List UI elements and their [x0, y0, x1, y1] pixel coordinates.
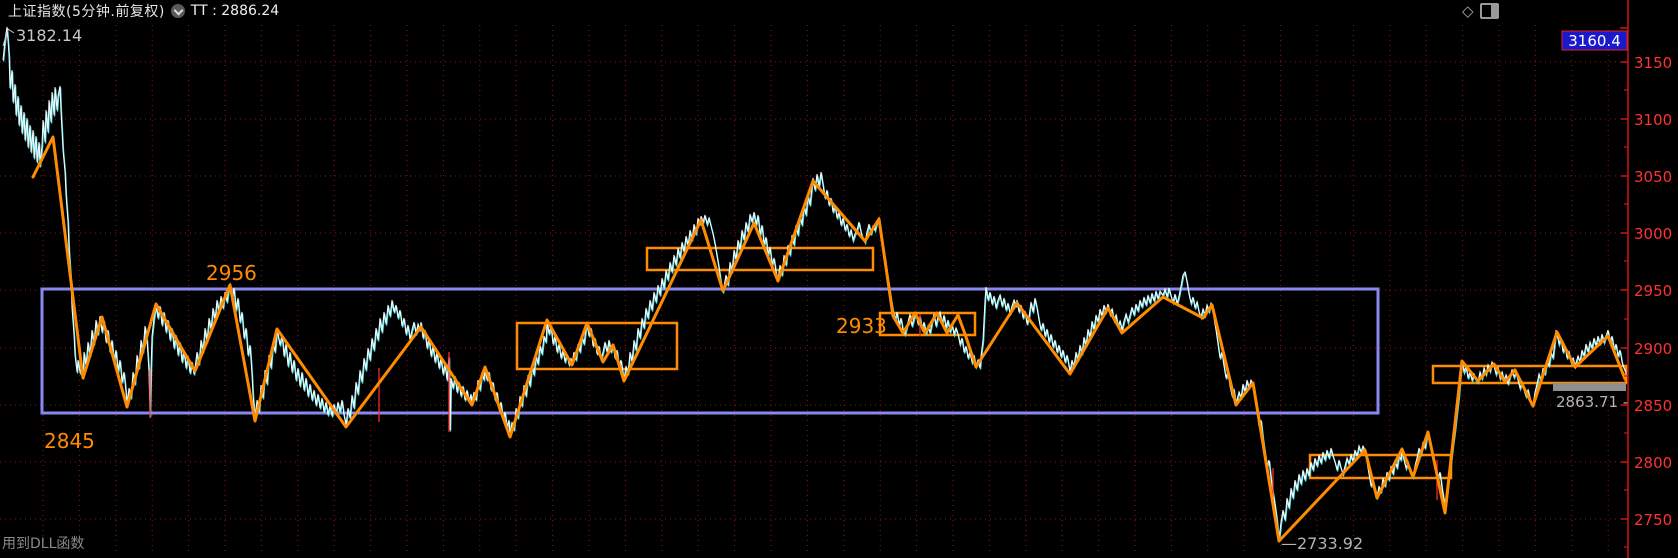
axis-price-tag-value: 3160.4 — [1568, 32, 1621, 50]
price-annotation: 2933 — [836, 314, 887, 338]
overlay-boxes — [40, 246, 1628, 480]
orange-consolidation-box — [1431, 364, 1628, 385]
orange-consolidation-box — [515, 321, 679, 371]
price-annotation: 2956 — [206, 261, 257, 285]
annotations-layer: 3182.14 2956 2845 2933 —2733.92 2863.71 - — [2, 26, 1628, 553]
price-annotation: —2733.92 — [1281, 534, 1363, 553]
y-axis-label: 3150 — [1634, 54, 1672, 72]
price-annotation: 2845 — [44, 429, 95, 453]
y-axis-label: 2800 — [1634, 454, 1672, 472]
axis-price-tag — [1561, 30, 1628, 51]
chart-header-bar: 上证指数(5分钟.前复权) TT : 2886.24 ◇ — [0, 0, 1678, 22]
y-axis-label: 2950 — [1634, 282, 1672, 300]
panel-toggle-icon[interactable] — [1479, 3, 1499, 19]
price-annotation: 3182.14 — [16, 26, 82, 45]
gray-highlight-bar — [1553, 383, 1626, 391]
indicator-value: TT : 2886.24 — [190, 3, 280, 19]
chart-title: 上证指数(5分钟.前复权) — [8, 4, 165, 20]
status-bar-text: 用到DLL函数 — [2, 536, 85, 552]
orange-consolidation-box — [645, 246, 875, 272]
zigzag-overlay — [31, 135, 1627, 543]
y-axis-label: 2850 — [1634, 397, 1672, 415]
y-axis-label: 2750 — [1634, 511, 1672, 529]
chevron-down-circle-icon[interactable] — [170, 4, 185, 18]
y-axis-label: 2900 — [1634, 340, 1672, 358]
y-axis-label: 3100 — [1634, 111, 1672, 129]
orange-consolidation-box — [878, 311, 977, 337]
y-axis-label: 3050 — [1634, 168, 1672, 186]
price-annotation: 2863.71 - — [1556, 393, 1628, 411]
orange-consolidation-box — [1308, 453, 1453, 480]
y-axis: 3150 3100 3050 3000 2950 2900 2850 2800 2750 3160… — [1561, 0, 1672, 558]
blue-range-box — [40, 287, 1380, 415]
y-axis-label: 3000 — [1634, 225, 1672, 243]
diamond-icon[interactable]: ◇ — [1462, 1, 1474, 20]
